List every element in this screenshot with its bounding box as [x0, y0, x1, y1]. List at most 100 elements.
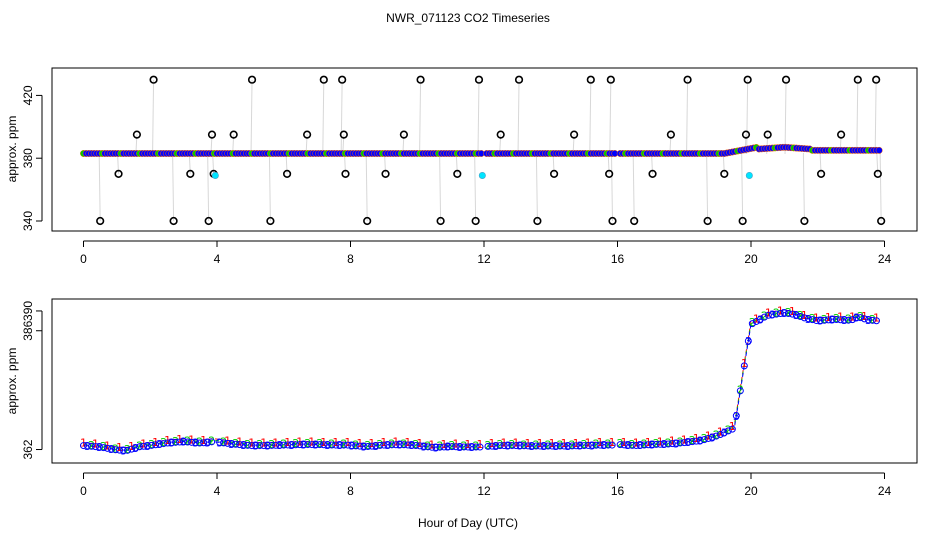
bottom-series-marker-3: 3	[396, 439, 403, 452]
top-calibration-point	[96, 216, 105, 226]
bottom-series-marker-1: 1	[597, 436, 604, 449]
bottom-data-point	[264, 442, 272, 450]
bottom-series-marker-2: 2	[665, 437, 672, 450]
bottom-data-point	[624, 441, 632, 449]
top-calibration-point	[453, 169, 462, 179]
bottom-data-point	[132, 444, 140, 452]
top-calibration-point	[608, 216, 617, 226]
bottom-data-point	[688, 438, 696, 446]
bottom-series-marker-1: 1	[332, 436, 339, 449]
bottom-series-marker-2: 2	[569, 438, 576, 451]
top-calibration-point	[363, 216, 372, 226]
top-connector-trace	[517, 79, 520, 154]
top-connector-trace	[856, 79, 859, 154]
bottom-series-marker-1: 1	[164, 434, 171, 447]
bottom-series-marker-3: 3	[288, 439, 295, 452]
bottom-series-marker-3: 3	[529, 440, 536, 453]
bottom-series-marker-3: 3	[156, 438, 163, 451]
top-y-tick-label: 340	[21, 211, 35, 231]
bottom-data-point	[180, 438, 188, 446]
bottom-data-point	[156, 440, 164, 448]
bottom-data-point	[208, 438, 216, 446]
bottom-series-marker-1: 1	[573, 437, 580, 450]
bottom-series-marker-2: 2	[136, 439, 143, 452]
bottom-data-point	[512, 442, 520, 450]
bottom-data-point	[268, 441, 276, 449]
bottom-data-point	[724, 427, 732, 435]
top-connector-trace	[340, 79, 343, 154]
top-connector-trace	[610, 153, 613, 222]
bottom-series-marker-2: 2	[773, 307, 780, 320]
figure-title: NWR_071123 CO2 Timeseries	[386, 11, 550, 25]
bottom-series-marker-3: 3	[769, 309, 776, 322]
bottom-series-line-2	[620, 310, 875, 445]
bottom-series-line-2	[83, 439, 348, 450]
top-calibration-point	[648, 169, 657, 179]
bottom-data-point	[432, 443, 440, 451]
bottom-series-marker-2: 2	[244, 438, 251, 451]
bottom-series-marker-3: 3	[793, 309, 800, 322]
bottom-data-point	[664, 440, 672, 448]
bottom-data-point	[632, 441, 640, 449]
top-connector-trace	[365, 153, 368, 222]
top-connector-trace	[879, 153, 882, 222]
bottom-series-marker-1: 1	[104, 439, 111, 452]
bottom-data-point	[776, 310, 784, 318]
top-calibration-point	[837, 130, 846, 139]
bottom-series-marker-2: 2	[497, 438, 504, 451]
bottom-data-point	[148, 441, 156, 449]
bottom-data-point	[820, 316, 828, 324]
bottom-data-point	[544, 442, 552, 450]
bottom-data-point	[640, 441, 648, 449]
bottom-data-point	[528, 442, 536, 450]
bottom-data-point	[256, 442, 264, 450]
bottom-series-line-1	[620, 309, 875, 444]
top-connector-trace	[455, 153, 458, 174]
bottom-y-axis-label: approx. ppm	[5, 348, 19, 415]
bottom-series-marker-3: 3	[493, 440, 500, 453]
bottom-data-point	[636, 441, 644, 449]
bottom-series-marker-3: 3	[372, 440, 379, 453]
bottom-series-marker-1: 1	[296, 436, 303, 449]
bottom-series-marker-2: 2	[436, 440, 443, 453]
bottom-series-marker-3: 3	[360, 440, 367, 453]
bottom-data-point	[824, 316, 832, 324]
bottom-series-marker-2: 2	[617, 437, 624, 450]
bottom-series-marker-1: 1	[188, 433, 195, 446]
bottom-series-marker-2: 2	[196, 436, 203, 449]
bottom-data-point	[324, 441, 332, 449]
bottom-data-point	[204, 438, 212, 446]
bottom-series-marker-1: 1	[561, 437, 568, 450]
bottom-series-marker-2: 2	[220, 435, 227, 448]
bottom-series-marker-1: 1	[537, 437, 544, 450]
bottom-series-marker-3: 3	[264, 440, 271, 453]
bottom-series-marker-3: 3	[168, 437, 175, 450]
bottom-data-point	[160, 440, 168, 448]
bottom-data-point	[740, 362, 748, 370]
x-axis-label: Hour of Day (UTC)	[418, 516, 518, 530]
bottom-data-point	[844, 316, 852, 324]
top-calibration-point	[738, 216, 747, 226]
top-connector-trace	[188, 153, 191, 174]
bottom-series-marker-1: 1	[729, 420, 736, 433]
bottom-data-point	[628, 441, 636, 449]
bottom-series-marker-3: 3	[432, 441, 439, 454]
top-x-tick-label: 20	[744, 252, 758, 266]
bottom-data-point	[716, 430, 724, 438]
top-calibration-point	[877, 216, 886, 226]
bottom-data-point	[172, 438, 180, 446]
bottom-series-marker-1: 1	[849, 311, 856, 324]
top-calibration-point	[514, 75, 524, 84]
bottom-data-point	[236, 441, 244, 449]
top-connector-trace	[722, 153, 725, 174]
bottom-series-marker-3: 3	[240, 439, 247, 452]
bottom-series-marker-2: 2	[581, 438, 588, 451]
bottom-data-point	[796, 312, 804, 320]
bottom-data-point	[788, 310, 796, 318]
bottom-series-marker-3: 3	[553, 440, 560, 453]
bottom-data-point	[508, 442, 516, 450]
bottom-series-marker-2: 2	[533, 439, 540, 452]
top-flagged-point	[745, 171, 753, 179]
bottom-data-point	[344, 441, 352, 449]
